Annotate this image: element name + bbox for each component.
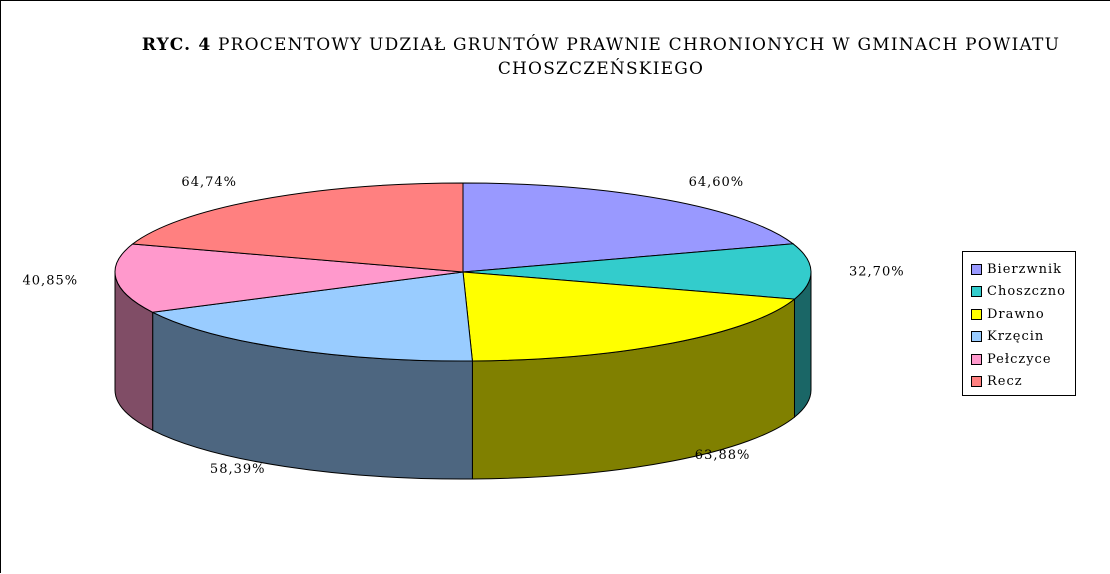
legend-item-recz: Recz [971, 371, 1075, 394]
legend-item-choszczno: Choszczno [971, 281, 1075, 304]
pie-tops [114, 182, 812, 362]
pie-slice-krzecin [150, 271, 473, 362]
legend-swatch [971, 263, 982, 275]
pie-slice-recz [131, 182, 464, 273]
slice-label-krzecin: 58,39% [210, 462, 266, 477]
legend-label: Recz [987, 374, 1023, 390]
pie-labels: 64,60% 32,70% 63,88% 58,39% 40,85% 64,74% [23, 175, 905, 477]
legend-label: Bierzwnik [987, 261, 1063, 277]
legend-item-bierzwnik: Bierzwnik [971, 258, 1075, 281]
slice-label-drawno: 63,88% [695, 448, 751, 463]
pie-slice-pelczyce [114, 243, 464, 313]
legend-swatch [971, 353, 982, 365]
pie-sides [114, 271, 812, 480]
legend-item-drawno: Drawno [971, 303, 1075, 326]
legend-item-pelczyce: Pełczyce [971, 348, 1075, 371]
legend-item-krzecin: Krzęcin [971, 326, 1075, 349]
chart-title-text: PROCENTOWY UDZIAŁ GRUNTÓW PRAWNIE CHRONI… [218, 35, 1061, 79]
pie-slice-bierzwnik [462, 182, 795, 273]
slice-label-bierzwnik: 64,60% [689, 175, 745, 190]
pie-slice-choszczno [462, 243, 812, 300]
pie-slice-drawno [462, 271, 796, 362]
slice-label-pelczyce: 40,85% [23, 273, 79, 288]
legend-swatch [971, 376, 982, 388]
legend-swatch [971, 308, 982, 320]
legend-swatch [971, 331, 982, 343]
legend-label: Pełczyce [987, 351, 1052, 367]
legend-label: Drawno [987, 306, 1045, 322]
slice-label-choszczno: 32,70% [849, 264, 905, 279]
legend-swatch [971, 286, 982, 298]
slice-label-recz: 64,74% [181, 175, 237, 190]
legend-label: Krzęcin [987, 329, 1045, 345]
chart-title-prefix: RYC. 4 [141, 35, 212, 55]
legend-label: Choszczno [987, 284, 1066, 300]
chart-title: RYC. 4 PROCENTOWY UDZIAŁ GRUNTÓW PRAWNIE… [111, 33, 1091, 81]
legend: Bierzwnik Choszczno Drawno Krzęcin Pełczyce R… [962, 251, 1076, 396]
